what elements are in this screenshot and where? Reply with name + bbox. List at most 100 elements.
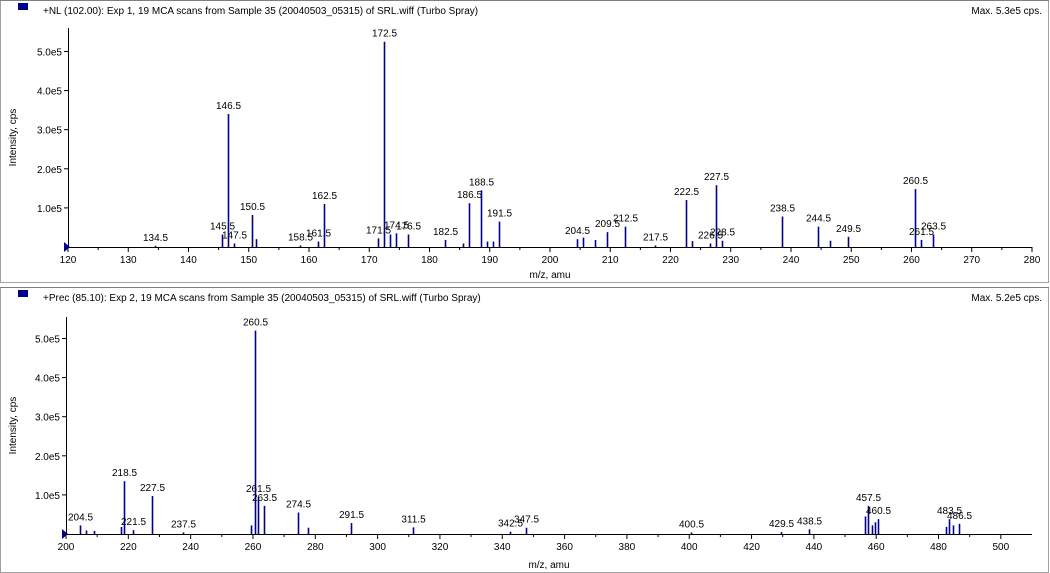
x-tick-label: 400 xyxy=(681,542,698,553)
x-tick-label: 420 xyxy=(743,542,760,553)
y-tick-label: 2.0e5 xyxy=(35,452,60,463)
peak-label: 438.5 xyxy=(797,516,822,527)
x-tick-label: 220 xyxy=(120,542,137,553)
x-tick-label: 190 xyxy=(481,255,498,266)
x-tick-label: 460 xyxy=(868,542,885,553)
x-axis-label: m/z, amu xyxy=(528,560,569,571)
spectrum-chart-top: +NL (102.00): Exp 1, 19 MCA scans from S… xyxy=(0,0,1049,283)
spectrum-panel-top: +NL (102.00): Exp 1, 19 MCA scans from S… xyxy=(0,0,1050,283)
peak-label: 204.5 xyxy=(565,226,590,237)
x-axis-label: m/z, amu xyxy=(529,270,570,281)
peak-label: 228.5 xyxy=(710,228,735,239)
peak-label: 237.5 xyxy=(171,519,196,530)
x-tick-label: 210 xyxy=(602,255,619,266)
peak-label: 249.5 xyxy=(836,224,861,235)
peak-label: 174.5 xyxy=(384,220,409,231)
x-tick-label: 480 xyxy=(930,542,947,553)
x-tick-label: 150 xyxy=(240,255,257,266)
x-tick-label: 140 xyxy=(180,255,197,266)
peak-label: 186.5 xyxy=(457,190,482,201)
x-tick-label: 500 xyxy=(992,542,1009,553)
y-tick-label: 4.0e5 xyxy=(37,87,62,98)
x-tick-label: 260 xyxy=(903,255,920,266)
y-tick-label: 3.0e5 xyxy=(37,126,62,137)
peak-label: 226.5 xyxy=(698,230,723,241)
panel-header-title: +Prec (85.10): Exp 2, 19 MCA scans from … xyxy=(43,293,481,304)
x-tick-label: 260 xyxy=(245,542,262,553)
x-tick-label: 340 xyxy=(494,542,511,553)
peak-label: 147.5 xyxy=(222,230,247,241)
peak-label: 134.5 xyxy=(143,233,168,244)
peak-label: 486.5 xyxy=(947,511,972,522)
x-tick-label: 160 xyxy=(301,255,318,266)
peak-label: 221.5 xyxy=(121,517,146,528)
peak-label: 191.5 xyxy=(487,209,512,220)
x-tick-label: 200 xyxy=(542,255,559,266)
peak-label: 311.5 xyxy=(401,514,426,525)
y-tick-label: 3.0e5 xyxy=(35,413,60,424)
peak-label: 204.5 xyxy=(68,512,93,523)
spectrum-chart-bottom: +Prec (85.10): Exp 2, 19 MCA scans from … xyxy=(0,287,1049,573)
peak-label: 342.5 xyxy=(498,519,523,530)
peak-label: 261.5 xyxy=(246,484,271,495)
panel-header-title: +NL (102.00): Exp 1, 19 MCA scans from S… xyxy=(43,6,478,17)
peak-label: 347.5 xyxy=(514,515,539,526)
x-tick-label: 280 xyxy=(1024,255,1041,266)
x-tick-label: 170 xyxy=(361,255,378,266)
y-tick-label: 1.0e5 xyxy=(35,491,60,502)
y-axis-label: Intensity, cps xyxy=(8,109,19,167)
x-tick-label: 130 xyxy=(120,255,137,266)
peak-label: 238.5 xyxy=(770,203,795,214)
peak-label: 263.5 xyxy=(921,221,946,232)
x-tick-label: 240 xyxy=(182,542,199,553)
spectrum-panel-bottom: +Prec (85.10): Exp 2, 19 MCA scans from … xyxy=(0,287,1050,573)
peak-label: 260.5 xyxy=(243,318,268,329)
peak-label: 483.5 xyxy=(937,506,962,517)
y-tick-label: 2.0e5 xyxy=(37,165,62,176)
peak-label: 274.5 xyxy=(286,499,311,510)
peak-label: 150.5 xyxy=(240,202,265,213)
threshold-marker-icon xyxy=(62,529,68,539)
peak-label: 460.5 xyxy=(866,506,891,517)
x-tick-label: 320 xyxy=(432,542,449,553)
peak-label: 261.5 xyxy=(909,227,934,238)
peak-label: 218.5 xyxy=(112,468,137,479)
peak-label: 291.5 xyxy=(339,510,364,521)
peak-label: 158.5 xyxy=(288,232,313,243)
x-tick-label: 180 xyxy=(421,255,438,266)
y-axis-label: Intensity, cps xyxy=(8,397,19,455)
x-tick-label: 240 xyxy=(783,255,800,266)
x-tick-label: 120 xyxy=(60,255,77,266)
threshold-marker-icon xyxy=(64,242,70,252)
peak-label: 263.5 xyxy=(252,493,277,504)
peak-label: 161.5 xyxy=(306,229,331,240)
peak-label: 212.5 xyxy=(613,214,638,225)
peak-label: 227.5 xyxy=(140,483,165,494)
y-tick-label: 5.0e5 xyxy=(35,335,60,346)
peak-label: 457.5 xyxy=(856,493,881,504)
x-tick-label: 200 xyxy=(58,542,75,553)
peak-label: 182.5 xyxy=(433,227,458,238)
peak-label: 172.5 xyxy=(372,29,397,40)
max-intensity-label: Max. 5.3e5 cps. xyxy=(971,6,1042,17)
peak-label: 400.5 xyxy=(679,519,704,530)
x-tick-label: 250 xyxy=(843,255,860,266)
max-intensity-label: Max. 5.2e5 cps. xyxy=(971,293,1042,304)
peak-label: 244.5 xyxy=(806,214,831,225)
peak-label: 146.5 xyxy=(216,101,241,112)
legend-square-icon xyxy=(18,290,28,297)
peak-label: 162.5 xyxy=(312,191,337,202)
panel-frame xyxy=(0,287,1049,573)
x-tick-label: 380 xyxy=(619,542,636,553)
peak-label: 429.5 xyxy=(769,519,794,530)
legend-square-icon xyxy=(18,3,28,10)
y-tick-label: 5.0e5 xyxy=(37,47,62,58)
peak-label: 227.5 xyxy=(704,172,729,183)
y-tick-label: 4.0e5 xyxy=(35,374,60,385)
x-tick-label: 220 xyxy=(662,255,679,266)
x-tick-label: 270 xyxy=(963,255,980,266)
peak-label: 171.5 xyxy=(366,225,391,236)
peak-label: 222.5 xyxy=(674,187,699,198)
x-tick-label: 440 xyxy=(806,542,823,553)
peak-label: 260.5 xyxy=(903,176,928,187)
